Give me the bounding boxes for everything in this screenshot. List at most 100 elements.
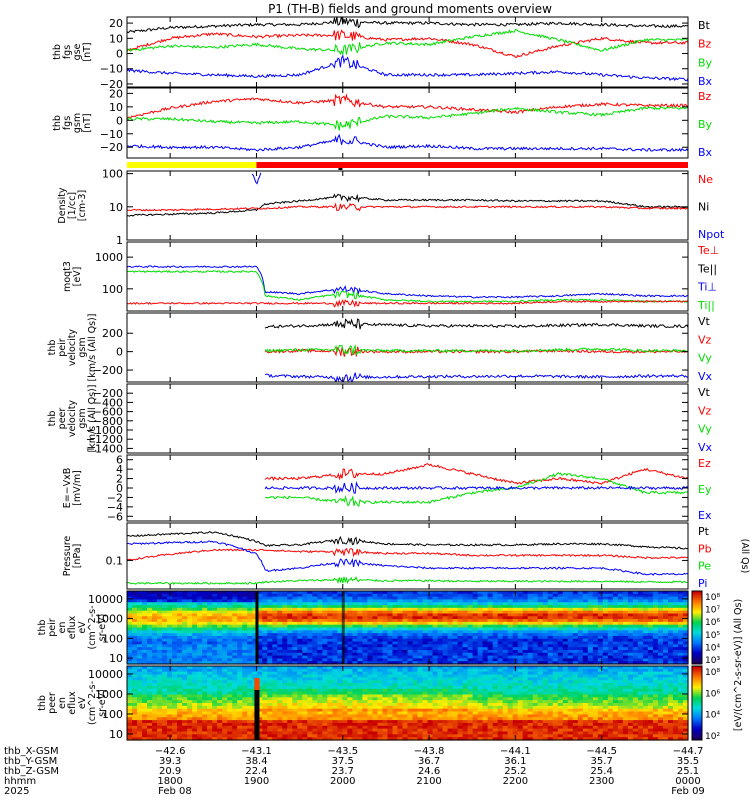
ion-spectrogram-panel-cell [247, 649, 253, 654]
ion-spectrogram-panel-cell [222, 658, 228, 662]
electron-spectrogram-panel-cell [342, 677, 348, 681]
electron-spectrogram-panel-cell [442, 705, 449, 710]
peir-velocity-panel-ytick-label: 200 [102, 327, 123, 340]
electron-spectrogram-panel-cell [232, 700, 238, 704]
ion-spectrogram-panel-cell [452, 593, 459, 598]
ion-spectrogram-panel-cell [372, 616, 379, 620]
ion-spectrogram-panel-cell [387, 630, 394, 634]
electron-spectrogram-panel-cell [212, 728, 218, 733]
ion-spectrogram-panel-cell [342, 593, 348, 598]
ion-spectrogram-panel-cell [397, 613, 404, 617]
electron-spectrogram-panel-cell [342, 685, 348, 690]
electron-spectrogram-panel-cell [432, 697, 439, 701]
ion-spectrogram-panel-ytick-label: 1000 [95, 613, 123, 626]
electron-spectrogram-panel-cell [207, 683, 213, 687]
ion-spectrogram-panel-cell [577, 616, 584, 620]
ion-spectrogram-panel-cell [402, 627, 409, 631]
ion-spectrogram-panel-cell [202, 613, 208, 617]
electron-spectrogram-panel-cell [177, 737, 183, 741]
electron-spectrogram-panel-cell [242, 668, 248, 673]
ion-spectrogram-panel-cell [237, 621, 243, 626]
electron-spectrogram-panel-cell [167, 688, 173, 693]
electron-spectrogram-panel-cell [322, 671, 328, 676]
electron-spectrogram-panel-cell [312, 734, 318, 738]
ion-spectrogram-panel-cell [502, 661, 509, 665]
electron-spectrogram-panel-cell [132, 680, 138, 684]
ion-spectrogram-panel-cell [137, 616, 143, 620]
ion-spectrogram-panel-cell [557, 624, 564, 629]
electron-spectrogram-panel-cell [362, 717, 369, 721]
electron-spectrogram-panel-cell [267, 700, 273, 704]
electron-spectrogram-panel-cell [182, 717, 188, 721]
ion-spectrogram-panel-cell [222, 619, 228, 623]
electron-spectrogram-panel-cell [132, 731, 138, 735]
electron-spectrogram-panel-cell [222, 668, 228, 673]
ion-spectrogram-panel-cell [642, 591, 649, 595]
efield-panel-ytick-label: −4 [107, 501, 123, 514]
electron-spectrogram-panel-cell [312, 703, 318, 707]
electron-spectrogram-panel-cell [262, 725, 268, 730]
ion-spectrogram-panel-cell [242, 652, 248, 657]
ion-spectrogram-panel-cell [447, 627, 454, 631]
ion-spectrogram-panel-cell [577, 638, 584, 643]
electron-spectrogram-panel-cell [307, 708, 313, 713]
ion-spectrogram-panel-cell [527, 635, 534, 640]
ion-spectrogram-panel-cell [312, 591, 318, 595]
electron-spectrogram-panel-cell [397, 705, 404, 710]
electron-spectrogram-panel-cell [232, 666, 238, 670]
electron-spectrogram-panel-cell [212, 725, 218, 730]
ion-spectrogram-panel-cell [262, 616, 268, 620]
ion-spectrogram-panel-cell [432, 610, 439, 615]
electron-spectrogram-panel-cell [132, 688, 138, 693]
electron-spectrogram-panel-cell [267, 717, 273, 721]
electron-spectrogram-panel-cell [447, 694, 454, 698]
ion-spectrogram-panel-cell [192, 661, 198, 665]
ion-spectrogram-panel-cell [497, 593, 504, 598]
electron-spectrogram-panel-cell [442, 680, 449, 684]
ion-spectrogram-panel-cell [482, 619, 489, 623]
ion-spectrogram-panel-cell [172, 655, 178, 659]
electron-spectrogram-panel-cell [207, 731, 213, 735]
electron-spectrogram-panel-cell [332, 734, 338, 738]
ion-spectrogram-panel-cell [472, 605, 479, 609]
electron-spectrogram-panel-cell [367, 708, 374, 713]
electron-spectrogram-panel-cell [392, 685, 399, 690]
electron-spectrogram-panel-cell [397, 731, 404, 735]
ion-spectrogram-panel-cell [512, 641, 519, 645]
ion-spectrogram-panel-cell [427, 655, 434, 659]
ion-spectrogram-panel-cell [352, 599, 359, 603]
electron-spectrogram-panel-cell [332, 705, 338, 710]
ion-spectrogram-panel-cell [222, 599, 228, 603]
electron-spectrogram-panel-cell [152, 722, 158, 727]
electron-spectrogram-panel-cell [397, 671, 404, 676]
electron-spectrogram-panel-cell [262, 683, 268, 687]
ion-spectrogram-panel-cell [547, 658, 554, 662]
electron-spectrogram-panel-cell [157, 668, 163, 673]
ion-spectrogram-panel-cell [592, 610, 599, 615]
ion-spectrogram-panel-cell [337, 658, 343, 662]
ion-spectrogram-panel-cell [597, 610, 604, 615]
bt-panel-ylabel-line: [nT] [82, 42, 93, 61]
electron-spectrogram-panel-cell [177, 711, 183, 715]
ion-spectrogram-panel-cell [392, 619, 399, 623]
electron-spectrogram-panel-cell [247, 700, 253, 704]
electron-spectrogram-panel-cell [287, 705, 293, 710]
ion-spectrogram-panel-cell [312, 619, 318, 623]
ion-spectrogram-panel-cell [152, 599, 158, 603]
ion-spectrogram-panel-cell [142, 599, 148, 603]
ion-spectrogram-panel-cell [432, 658, 439, 662]
ion-spectrogram-panel-cell [337, 641, 343, 645]
ion-spectrogram-panel-cell [467, 641, 474, 645]
ion-spectrogram-panel-cell [287, 624, 293, 629]
electron-spectrogram-panel-cell [137, 685, 143, 690]
electron-spectrogram-panel-cell [402, 680, 409, 684]
ion-spectrogram-panel-cell [382, 619, 389, 623]
ion-spectrogram-panel-cell [597, 633, 604, 637]
ion-spectrogram-panel-cell [617, 649, 624, 654]
ion-spectrogram-panel-cell [462, 627, 469, 631]
ion-spectrogram-panel-cell [287, 627, 293, 631]
ion-spectrogram-panel-cell [157, 621, 163, 626]
electron-spectrogram-panel-cell [347, 720, 353, 724]
ion-spectrogram-panel-cell [147, 613, 153, 617]
electron-spectrogram-panel-cell [152, 685, 158, 690]
